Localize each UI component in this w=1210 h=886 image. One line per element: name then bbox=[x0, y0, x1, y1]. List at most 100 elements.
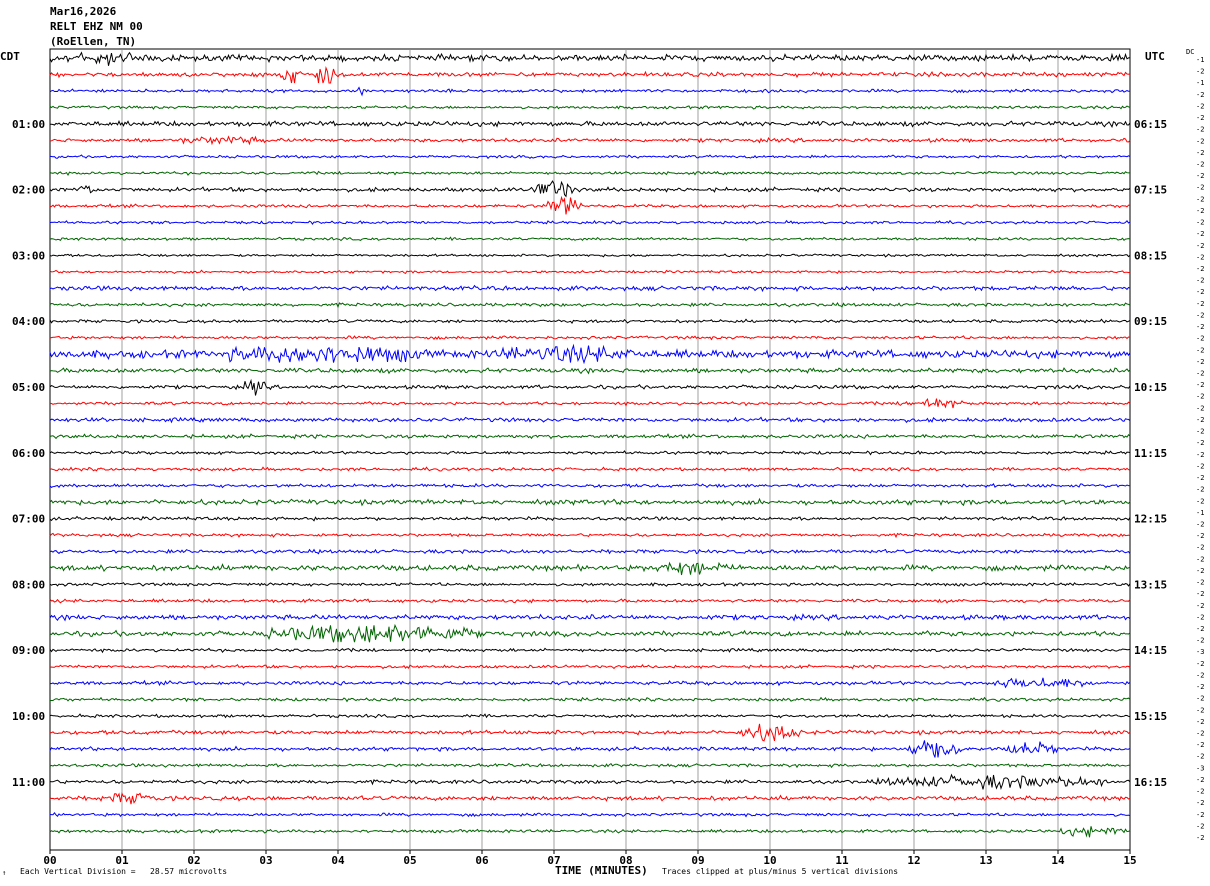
dc-offset-value: -2 bbox=[1196, 195, 1204, 203]
dc-offset-value: -2 bbox=[1196, 567, 1204, 575]
dc-offset-value: -2 bbox=[1196, 381, 1204, 389]
trace-row-37 bbox=[49, 663, 1131, 670]
dc-offset-value: -2 bbox=[1196, 161, 1204, 169]
trace-row-28 bbox=[49, 515, 1131, 522]
dc-offset-value: -2 bbox=[1196, 776, 1204, 784]
dc-offset-value: -2 bbox=[1196, 822, 1204, 830]
dc-offset-value: -2 bbox=[1196, 335, 1204, 343]
trace-row-11 bbox=[49, 236, 1131, 242]
dc-offset-value: -2 bbox=[1196, 288, 1204, 296]
utc-hour-label: 09:15 bbox=[1134, 315, 1167, 328]
utc-hour-label: 10:15 bbox=[1134, 381, 1167, 394]
trace-row-13 bbox=[49, 269, 1131, 275]
trace-row-21 bbox=[49, 397, 1131, 409]
dc-offset-value: -2 bbox=[1196, 590, 1204, 598]
dc-offset-value: -2 bbox=[1196, 346, 1204, 354]
dc-offset-value: -2 bbox=[1196, 660, 1204, 668]
dc-offset-value: -2 bbox=[1196, 230, 1204, 238]
trace-row-36 bbox=[49, 647, 1131, 654]
plot-frame bbox=[49, 48, 1131, 851]
dc-offset-value: -2 bbox=[1196, 393, 1204, 401]
trace-row-9 bbox=[49, 195, 1131, 215]
cdt-hour-label: 09:00 bbox=[12, 644, 45, 657]
dc-offset-value: -2 bbox=[1196, 788, 1204, 796]
cdt-hour-label: 07:00 bbox=[12, 513, 45, 526]
cdt-hour-label: 10:00 bbox=[12, 710, 45, 723]
x-tick-label: 07 bbox=[547, 854, 560, 867]
x-tick-label: 05 bbox=[403, 854, 416, 867]
dc-offset-value: -2 bbox=[1196, 149, 1204, 157]
dc-offset-value: -2 bbox=[1196, 451, 1204, 459]
dc-offset-value: -1 bbox=[1196, 509, 1204, 517]
dc-offset-value: -2 bbox=[1196, 277, 1204, 285]
trace-row-26 bbox=[49, 482, 1131, 489]
dc-offset-value: -2 bbox=[1196, 555, 1204, 563]
x-tick-label: 00 bbox=[43, 854, 56, 867]
dc-offset-value: -2 bbox=[1196, 323, 1204, 331]
utc-hour-label: 15:15 bbox=[1134, 710, 1167, 723]
dc-offset-value: -2 bbox=[1196, 579, 1204, 587]
x-tick-label: 01 bbox=[115, 854, 129, 867]
dc-offset-value: -2 bbox=[1196, 439, 1204, 447]
utc-hour-label: 16:15 bbox=[1134, 776, 1167, 789]
trace-row-25 bbox=[49, 466, 1131, 472]
trace-row-29 bbox=[49, 532, 1131, 539]
utc-hour-label: 08:15 bbox=[1134, 249, 1167, 262]
dc-offset-value: -2 bbox=[1196, 799, 1204, 807]
trace-row-45 bbox=[49, 792, 1131, 805]
trace-row-31 bbox=[49, 561, 1131, 576]
trace-row-44 bbox=[49, 773, 1131, 790]
trace-row-17 bbox=[49, 335, 1131, 341]
trace-row-43 bbox=[49, 762, 1130, 769]
dc-offset-value: -1 bbox=[1196, 79, 1204, 87]
trace-row-18 bbox=[49, 343, 1131, 365]
trace-row-42 bbox=[49, 740, 1131, 758]
dc-offset-value: -2 bbox=[1196, 497, 1204, 505]
dc-offset-value: -2 bbox=[1196, 126, 1204, 134]
x-axis-title: TIME (MINUTES) bbox=[555, 864, 648, 877]
dc-offset-value: -2 bbox=[1196, 137, 1204, 145]
dc-offset-value: -2 bbox=[1196, 219, 1204, 227]
dc-offset-value: -2 bbox=[1196, 102, 1204, 110]
dc-offset-value: -2 bbox=[1196, 242, 1204, 250]
x-tick-label: 09 bbox=[691, 854, 704, 867]
dc-offset-value: -2 bbox=[1196, 625, 1204, 633]
dc-offset-value: -2 bbox=[1196, 91, 1204, 99]
right-timezone-label: UTC bbox=[1145, 50, 1165, 63]
x-tick-label: 10 bbox=[763, 854, 776, 867]
x-tick-label: 02 bbox=[187, 854, 200, 867]
trace-row-32 bbox=[49, 582, 1131, 588]
dc-offset-value: -1 bbox=[1196, 56, 1204, 64]
dc-offset-value: -2 bbox=[1196, 753, 1204, 761]
x-tick-label: 14 bbox=[1051, 854, 1065, 867]
dc-offset-value: -2 bbox=[1196, 706, 1204, 714]
trace-row-12 bbox=[49, 253, 1131, 258]
trace-row-0 bbox=[49, 51, 1131, 66]
dc-offset-value: -2 bbox=[1196, 486, 1204, 494]
dc-offset-value: -2 bbox=[1196, 311, 1204, 319]
dc-offset-value: -2 bbox=[1196, 718, 1204, 726]
dc-offset-value: -2 bbox=[1196, 184, 1204, 192]
trace-row-24 bbox=[49, 450, 1131, 456]
dc-offset-value: -3 bbox=[1196, 764, 1204, 772]
trace-row-34 bbox=[49, 613, 1131, 622]
dc-offset-value: -2 bbox=[1196, 207, 1204, 215]
dc-offset-value: -2 bbox=[1196, 834, 1204, 842]
trace-row-1 bbox=[49, 65, 1131, 84]
trace-row-22 bbox=[49, 416, 1131, 424]
utc-hour-label: 14:15 bbox=[1134, 644, 1167, 657]
cdt-hour-label: 03:00 bbox=[12, 249, 45, 262]
left-timezone-label: CDT bbox=[0, 50, 20, 63]
x-tick-label: 15 bbox=[1123, 854, 1136, 867]
scale-note: Each Vertical Division = 28.57 microvolt… bbox=[20, 867, 228, 876]
dc-offset-value: -2 bbox=[1196, 811, 1204, 819]
corner-mark: ↑ bbox=[2, 869, 7, 877]
trace-row-23 bbox=[49, 433, 1131, 440]
x-tick-label: 03 bbox=[259, 854, 272, 867]
cdt-hour-label: 06:00 bbox=[12, 447, 45, 460]
dc-offset-value: -2 bbox=[1196, 358, 1204, 366]
trace-row-46 bbox=[50, 811, 1131, 818]
trace-row-6 bbox=[49, 154, 1131, 160]
cdt-hour-label: 01:00 bbox=[12, 118, 45, 131]
